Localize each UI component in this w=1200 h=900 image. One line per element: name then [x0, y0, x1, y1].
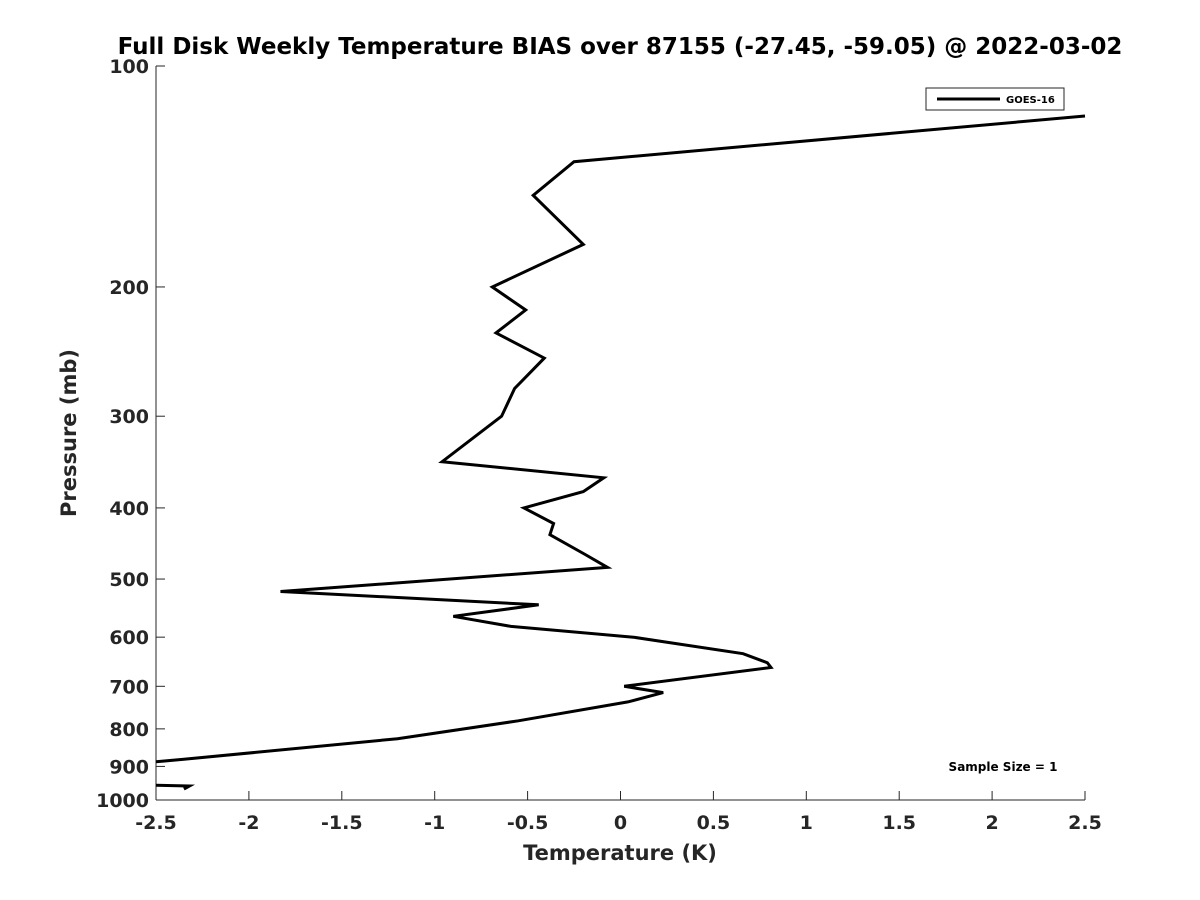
- y-tick-label: 300: [109, 406, 149, 428]
- y-tick-label: 500: [109, 569, 149, 591]
- y-tick-label: 800: [109, 719, 149, 741]
- x-tick-label: 2: [985, 812, 998, 834]
- y-tick-label: 400: [109, 498, 149, 520]
- x-tick-label: 0.5: [697, 812, 731, 834]
- series-line-goes-16: [155, 114, 1086, 764]
- y-axis-label: Pressure (mb): [57, 349, 81, 517]
- sample-size-annotation: Sample Size = 1: [949, 760, 1058, 774]
- y-tick-label: 200: [109, 277, 149, 299]
- y-tick-label: 100: [109, 56, 149, 78]
- x-tick-label: -2: [238, 812, 259, 834]
- y-tick-label: 900: [109, 756, 149, 778]
- x-tick-label: -1: [424, 812, 445, 834]
- x-tick-label: 0: [614, 812, 627, 834]
- series-line-goes-16-surface: [155, 783, 196, 791]
- y-tick-label: 600: [109, 627, 149, 649]
- x-tick-label: 1.5: [882, 812, 916, 834]
- x-tick-label: 1: [800, 812, 813, 834]
- y-tick-label: 1000: [96, 790, 149, 812]
- x-tick-label: -1.5: [321, 812, 363, 834]
- x-axis-ticks: -2.5 -2 -1.5 -1 -0.5 0 0.5 1 1.5 2 2.5: [135, 791, 1102, 834]
- y-tick-label: 700: [109, 676, 149, 698]
- chart-title: Full Disk Weekly Temperature BIAS over 8…: [118, 34, 1123, 60]
- x-axis-label: Temperature (K): [523, 841, 717, 865]
- y-axis-ticks: 100 200 300 400 500 600 700 800 900 1000: [96, 56, 165, 812]
- x-tick-label: -2.5: [135, 812, 177, 834]
- legend: GOES-16: [925, 87, 1065, 111]
- legend-entry-goes-16: GOES-16: [1006, 95, 1055, 106]
- x-tick-label: 2.5: [1068, 812, 1102, 834]
- x-tick-label: -0.5: [507, 812, 549, 834]
- series-layer: [155, 114, 1086, 791]
